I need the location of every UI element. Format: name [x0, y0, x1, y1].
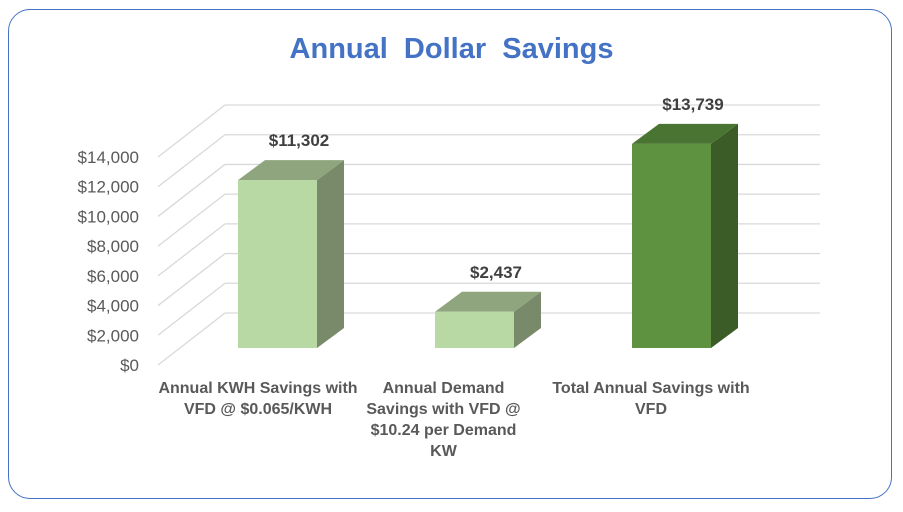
bar-front — [435, 311, 514, 348]
y-tick-label: $2,000 — [87, 326, 139, 345]
gridline-side — [157, 282, 226, 336]
chart-frame — [8, 9, 892, 499]
bar-front — [632, 143, 711, 348]
bar-top — [435, 291, 541, 312]
y-tick-label: $4,000 — [87, 297, 139, 316]
y-tick-label: $0 — [120, 356, 139, 375]
bar-front — [238, 180, 317, 348]
gridline-side — [157, 223, 226, 277]
gridline-side — [157, 253, 226, 307]
bar-top — [632, 123, 738, 144]
bar-side — [711, 123, 738, 348]
y-tick-label: $12,000 — [78, 178, 139, 197]
bar-side — [317, 160, 344, 348]
gridline-side — [157, 104, 226, 158]
gridline-side — [157, 312, 226, 366]
data-label: $2,437 — [470, 263, 522, 282]
gridline-side — [157, 163, 226, 217]
chart-title: Annual Dollar Savings — [289, 33, 614, 65]
data-label: $11,302 — [269, 131, 330, 150]
bar-side — [514, 291, 541, 348]
category-label-kwh: Annual KWH Savings with VFD @ $0.065/KWH — [158, 380, 358, 418]
category-label-demand: Annual Demand Savings with VFD @ $10.24 … — [366, 380, 521, 460]
y-tick-label: $14,000 — [78, 148, 139, 167]
gridline-side — [157, 134, 226, 188]
y-tick-label: $6,000 — [87, 267, 139, 286]
bar-top — [238, 160, 344, 181]
data-label: $13,739 — [662, 95, 723, 114]
gridline-side — [157, 193, 226, 247]
y-tick-label: $10,000 — [78, 207, 139, 226]
category-label-total: Total Annual Savings with VFD — [552, 380, 750, 418]
y-tick-label: $8,000 — [87, 237, 139, 256]
